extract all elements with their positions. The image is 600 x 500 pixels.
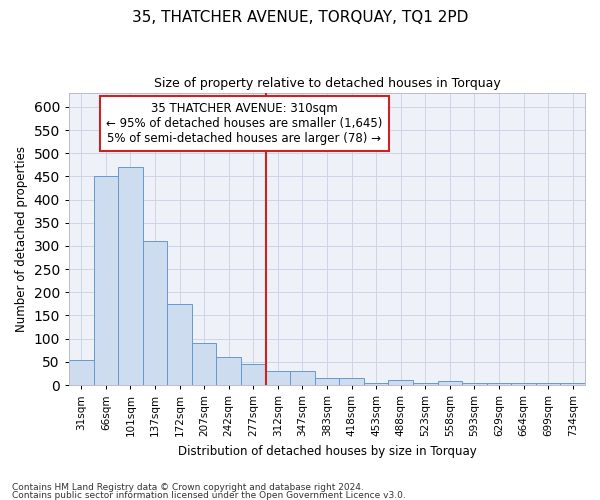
Bar [94,176,118,385]
Bar [217,357,241,385]
Bar [487,382,511,385]
Text: 35 THATCHER AVENUE: 310sqm
← 95% of detached houses are smaller (1,645)
5% of se: 35 THATCHER AVENUE: 310sqm ← 95% of deta… [106,102,383,145]
Bar [290,371,314,385]
Bar [560,382,585,385]
Text: 35, THATCHER AVENUE, TORQUAY, TQ1 2PD: 35, THATCHER AVENUE, TORQUAY, TQ1 2PD [132,10,468,25]
X-axis label: Distribution of detached houses by size in Torquay: Distribution of detached houses by size … [178,444,476,458]
Bar [536,382,560,385]
Text: Contains HM Land Registry data © Crown copyright and database right 2024.: Contains HM Land Registry data © Crown c… [12,484,364,492]
Bar [437,382,462,385]
Bar [462,382,487,385]
Bar [266,371,290,385]
Y-axis label: Number of detached properties: Number of detached properties [15,146,28,332]
Bar [192,344,217,385]
Bar [118,167,143,385]
Bar [364,382,388,385]
Bar [241,364,266,385]
Bar [413,382,437,385]
Bar [143,242,167,385]
Bar [511,382,536,385]
Bar [314,378,339,385]
Title: Size of property relative to detached houses in Torquay: Size of property relative to detached ho… [154,78,500,90]
Bar [69,360,94,385]
Bar [167,304,192,385]
Text: Contains public sector information licensed under the Open Government Licence v3: Contains public sector information licen… [12,491,406,500]
Bar [388,380,413,385]
Bar [339,378,364,385]
